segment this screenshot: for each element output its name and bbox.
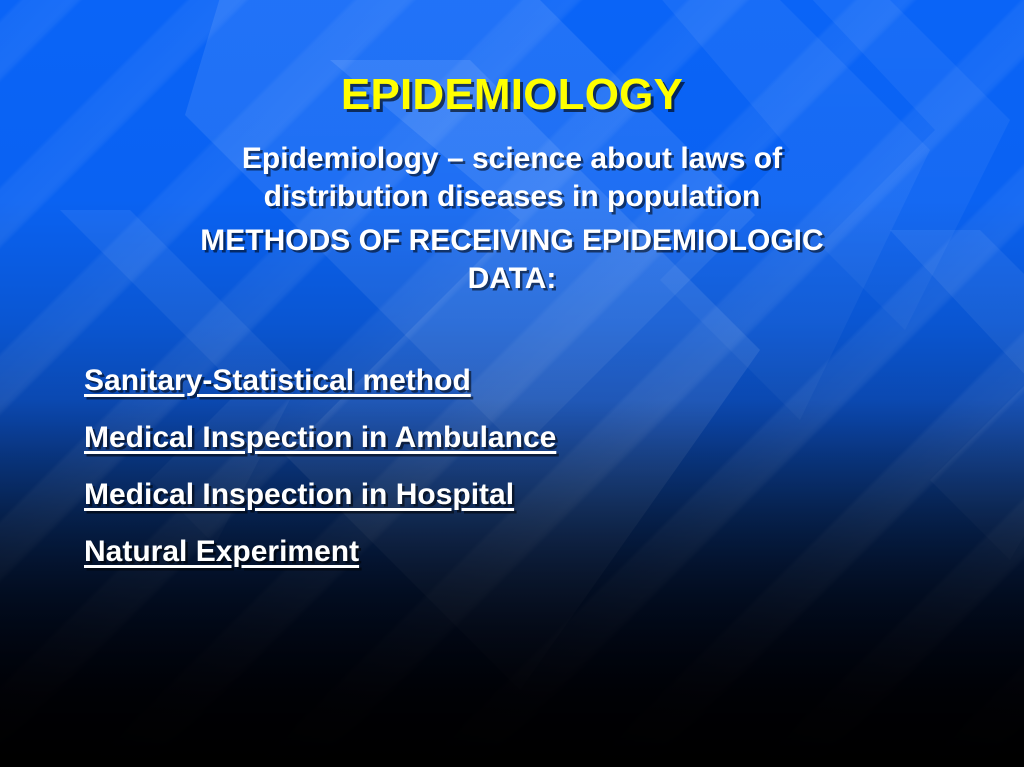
definition-block: Epidemiology – science about laws of dis… bbox=[62, 140, 962, 304]
list-item: Natural Experiment bbox=[84, 523, 964, 580]
list-item: Medical Inspection in Ambulance bbox=[84, 409, 964, 466]
methods-list: Sanitary-Statistical method Medical Insp… bbox=[84, 352, 964, 580]
method-label-1: Sanitary-Statistical method bbox=[84, 364, 471, 397]
method-label-3: Medical Inspection in Hospital bbox=[84, 478, 515, 511]
method-label-4: Natural Experiment bbox=[84, 535, 360, 568]
list-item: Medical Inspection in Hospital bbox=[84, 466, 964, 523]
methods-heading-line-2: DATA: bbox=[467, 262, 557, 295]
definition-line-1: Epidemiology – science about laws of bbox=[241, 142, 783, 175]
definition-line-2: distribution diseases in population bbox=[263, 180, 761, 213]
methods-heading-line-1: METHODS OF RECEIVING EPIDEMIOLOGIC bbox=[200, 224, 824, 257]
list-item: Sanitary-Statistical method bbox=[84, 352, 964, 409]
slide-title: EPIDEMIOLOGY bbox=[340, 70, 684, 119]
method-label-2: Medical Inspection in Ambulance bbox=[84, 421, 557, 454]
